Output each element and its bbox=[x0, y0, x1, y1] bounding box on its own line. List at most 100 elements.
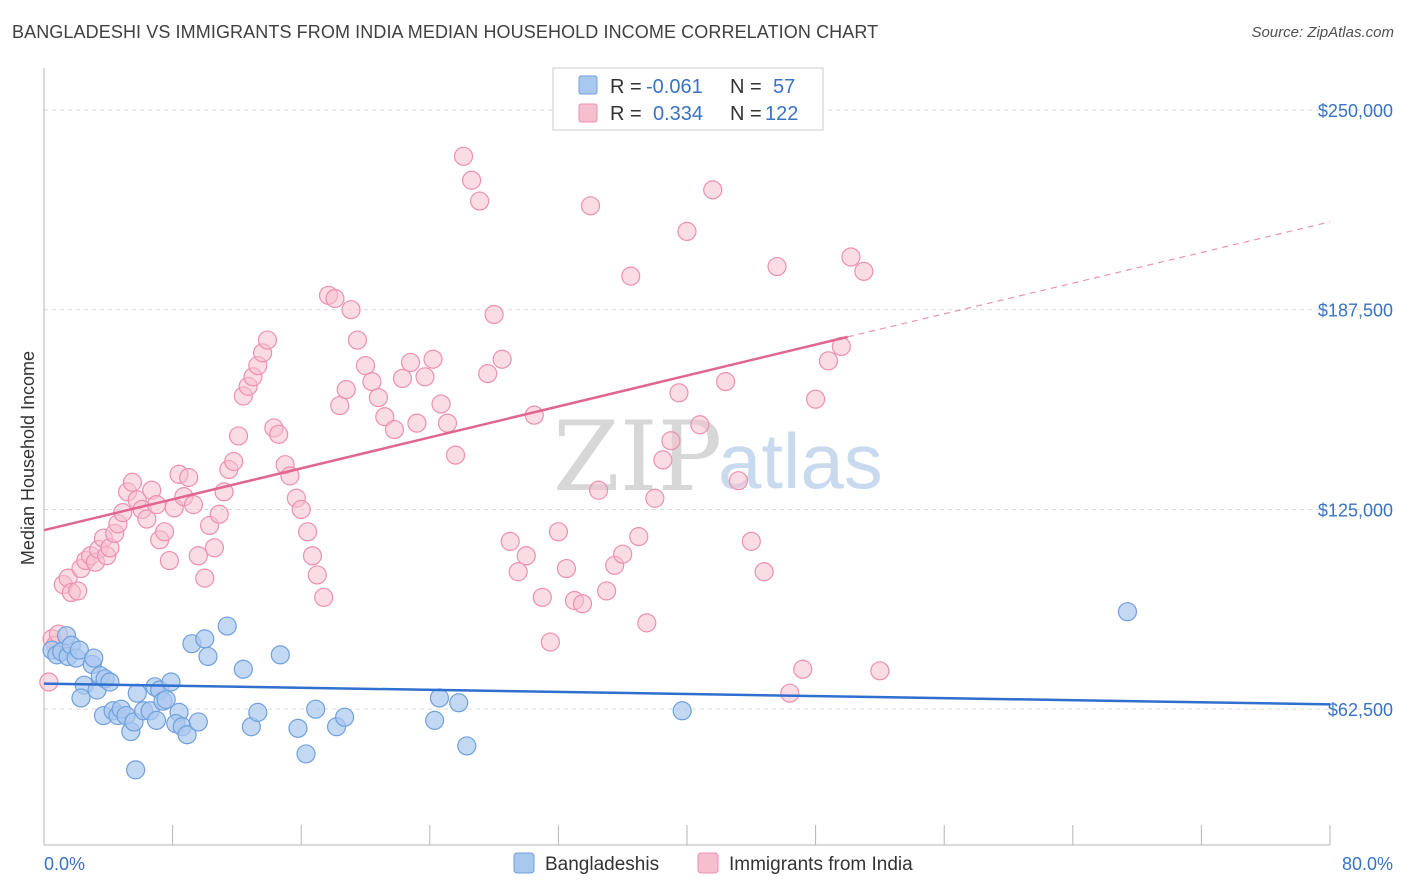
india-point-27 bbox=[154, 522, 175, 542]
india-point-115 bbox=[793, 659, 813, 679]
india-point-84 bbox=[500, 531, 520, 551]
india-point-64 bbox=[347, 330, 368, 350]
bangladeshi-point-52 bbox=[429, 688, 450, 708]
india-point-111 bbox=[741, 531, 761, 551]
india-point-90 bbox=[548, 522, 569, 542]
india-point-105 bbox=[669, 383, 689, 403]
bangladeshi-point-45 bbox=[270, 645, 290, 665]
india-point-89 bbox=[540, 632, 560, 652]
india-point-20 bbox=[122, 472, 143, 492]
x-tick-label-max: 80.0% bbox=[1342, 854, 1393, 874]
india-point-65 bbox=[355, 356, 376, 376]
india-point-78 bbox=[453, 146, 474, 166]
india-point-108 bbox=[703, 180, 723, 200]
india-point-7 bbox=[68, 581, 88, 601]
stats-legend-box bbox=[552, 67, 824, 131]
india-point-82 bbox=[484, 304, 504, 325]
trend-lines bbox=[43, 221, 1331, 706]
india-point-94 bbox=[580, 196, 601, 216]
legend-r-value-2: 0.334 bbox=[653, 103, 703, 125]
bangladeshi-point-42 bbox=[233, 659, 253, 679]
india-point-100 bbox=[629, 527, 649, 547]
india-point-107 bbox=[690, 415, 710, 435]
india-point-88 bbox=[532, 587, 552, 607]
india-point-28 bbox=[159, 550, 179, 571]
bangladeshi-point-48 bbox=[296, 744, 316, 764]
trend-line-india bbox=[43, 335, 849, 532]
india-point-99 bbox=[621, 266, 641, 286]
bangladeshi-point-23 bbox=[126, 760, 146, 780]
india-point-86 bbox=[516, 546, 536, 566]
india-point-101 bbox=[637, 613, 657, 633]
india-point-95 bbox=[588, 480, 609, 500]
bangladeshi-point-53 bbox=[449, 693, 469, 713]
india-point-79 bbox=[461, 170, 482, 190]
india-point-70 bbox=[392, 368, 413, 389]
bangladeshi-point-55 bbox=[672, 701, 692, 721]
stats-legend: R = -0.061 N = 57 R = 0.334 N = 122 bbox=[552, 67, 824, 131]
bangladeshi-point-41 bbox=[217, 616, 237, 636]
india-point-109 bbox=[715, 372, 736, 392]
legend-r-value-1: -0.061 bbox=[646, 76, 703, 98]
bangladeshi-point-50 bbox=[335, 707, 355, 727]
bangladeshi-point-7 bbox=[69, 640, 89, 660]
india-point-87 bbox=[524, 405, 544, 425]
y-tick-label-2: $187,500 bbox=[1318, 301, 1393, 321]
india-point-110 bbox=[728, 471, 749, 491]
bangladeshi-point-11 bbox=[84, 648, 104, 668]
trend-line-bangladeshis bbox=[43, 682, 1331, 706]
axes bbox=[43, 68, 1331, 846]
legend-r-label-1: R = bbox=[610, 76, 642, 98]
india-point-66 bbox=[362, 372, 382, 392]
india-point-96 bbox=[597, 581, 617, 601]
india-point-72 bbox=[407, 413, 427, 433]
india-point-48 bbox=[257, 330, 278, 350]
trend-line-india-extension bbox=[847, 221, 1331, 338]
india-point-120 bbox=[854, 261, 874, 281]
india-point-91 bbox=[556, 558, 577, 579]
india-point-57 bbox=[307, 565, 327, 585]
bangladeshi-point-32 bbox=[161, 672, 181, 692]
india-point-106 bbox=[677, 221, 697, 241]
legend-n-label-2: N = bbox=[730, 103, 762, 125]
india-point-77 bbox=[445, 445, 466, 465]
india-point-75 bbox=[431, 394, 451, 414]
series-legend-swatch-india bbox=[697, 852, 719, 874]
bangladeshi-point-47 bbox=[306, 699, 326, 719]
india-point-54 bbox=[291, 499, 311, 520]
bangladeshi-point-16 bbox=[100, 672, 120, 692]
india-point-55 bbox=[298, 522, 318, 542]
y-tick-label-0: $62,500 bbox=[1328, 700, 1393, 720]
legend-swatch-pink bbox=[578, 103, 598, 123]
india-point-85 bbox=[508, 562, 528, 582]
india-point-23 bbox=[137, 509, 157, 529]
series-legend: Bangladeshis Immigrants from India bbox=[513, 852, 913, 875]
watermark-atlas: atlas bbox=[718, 417, 883, 505]
y-tick-label-3: $250,000 bbox=[1318, 101, 1393, 121]
bangladeshi-point-30 bbox=[156, 689, 176, 710]
bangladeshi-point-54 bbox=[457, 736, 477, 756]
y-tick-label-1: $125,000 bbox=[1318, 500, 1393, 520]
india-point-83 bbox=[492, 349, 512, 369]
india-point-35 bbox=[195, 568, 215, 588]
legend-r-label-2: R = bbox=[610, 103, 642, 125]
india-point-0 bbox=[39, 672, 59, 692]
india-point-98 bbox=[613, 544, 633, 564]
series-immigrants-from-india bbox=[39, 146, 890, 703]
bangladeshi-point-56 bbox=[1117, 602, 1138, 622]
bangladeshi-point-31 bbox=[146, 710, 167, 730]
bangladeshi-point-38 bbox=[188, 712, 208, 732]
bangladeshi-point-24 bbox=[127, 683, 147, 703]
india-point-114 bbox=[780, 683, 800, 703]
bangladeshi-point-40 bbox=[195, 629, 215, 649]
bangladeshi-point-36 bbox=[177, 725, 197, 745]
x-tick-label-min: 0.0% bbox=[44, 854, 85, 874]
india-point-80 bbox=[470, 191, 490, 211]
india-point-61 bbox=[330, 395, 350, 416]
bangladeshi-point-46 bbox=[288, 718, 308, 738]
india-point-32 bbox=[179, 467, 199, 488]
legend-n-label-1: N = bbox=[730, 76, 762, 98]
legend-n-value-1: 57 bbox=[773, 76, 795, 98]
india-point-119 bbox=[841, 247, 861, 267]
